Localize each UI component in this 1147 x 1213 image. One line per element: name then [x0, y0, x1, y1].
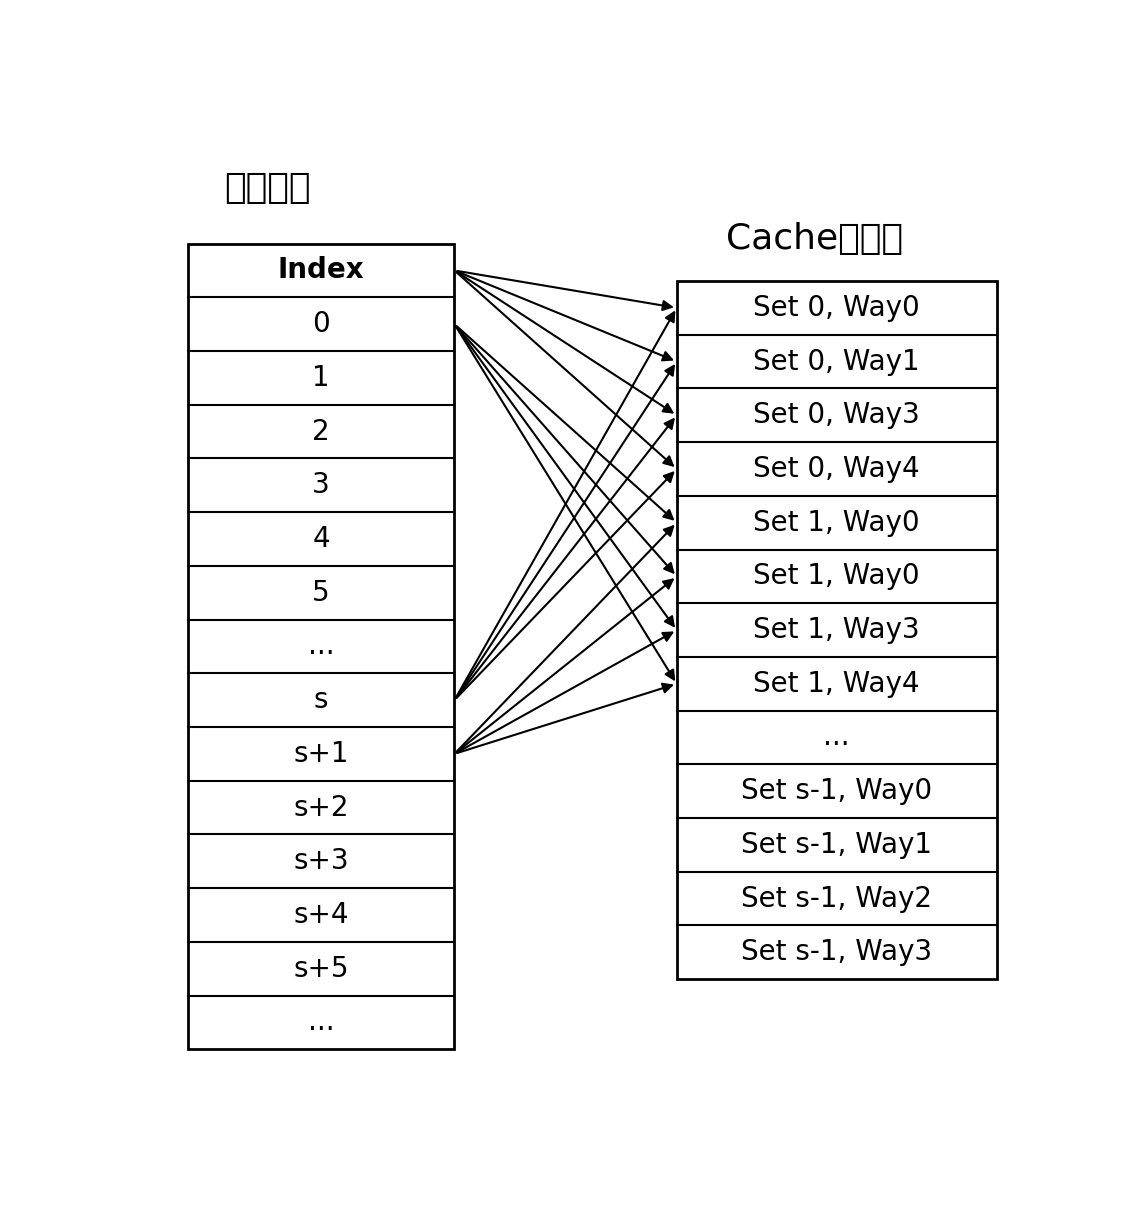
- Text: Set 1, Way4: Set 1, Way4: [754, 670, 920, 697]
- Text: s+1: s+1: [294, 740, 349, 768]
- Text: s+5: s+5: [294, 955, 349, 983]
- Text: Index: Index: [278, 256, 365, 285]
- Text: ...: ...: [824, 723, 850, 752]
- Text: 1: 1: [312, 364, 330, 392]
- Text: Set s-1, Way0: Set s-1, Way0: [741, 778, 933, 805]
- Text: Set 0, Way4: Set 0, Way4: [754, 455, 920, 483]
- Text: 主存储器: 主存储器: [225, 171, 311, 205]
- Text: Set s-1, Way3: Set s-1, Way3: [741, 939, 933, 967]
- Bar: [677, 281, 997, 979]
- Text: s+3: s+3: [294, 847, 349, 876]
- Text: Set 1, Way0: Set 1, Way0: [754, 508, 920, 536]
- Text: 2: 2: [312, 417, 330, 445]
- Text: Set s-1, Way2: Set s-1, Way2: [741, 884, 933, 912]
- Text: Set 0, Way1: Set 0, Way1: [754, 348, 920, 376]
- Text: 5: 5: [312, 579, 330, 606]
- Text: s: s: [314, 687, 328, 714]
- Text: 3: 3: [312, 472, 330, 500]
- Text: Set 1, Way3: Set 1, Way3: [754, 616, 920, 644]
- Text: Set s-1, Way1: Set s-1, Way1: [741, 831, 933, 859]
- Text: Cache存储器: Cache存储器: [726, 222, 903, 256]
- Text: s+2: s+2: [294, 793, 349, 821]
- Text: ...: ...: [307, 1008, 335, 1036]
- Text: s+4: s+4: [294, 901, 349, 929]
- Text: 4: 4: [312, 525, 330, 553]
- Text: 0: 0: [312, 311, 330, 338]
- Text: Set 0, Way0: Set 0, Way0: [754, 294, 920, 321]
- Text: Set 1, Way0: Set 1, Way0: [754, 563, 920, 591]
- Text: Set 0, Way3: Set 0, Way3: [754, 402, 920, 429]
- Bar: [188, 244, 454, 1049]
- Text: ...: ...: [307, 632, 335, 660]
